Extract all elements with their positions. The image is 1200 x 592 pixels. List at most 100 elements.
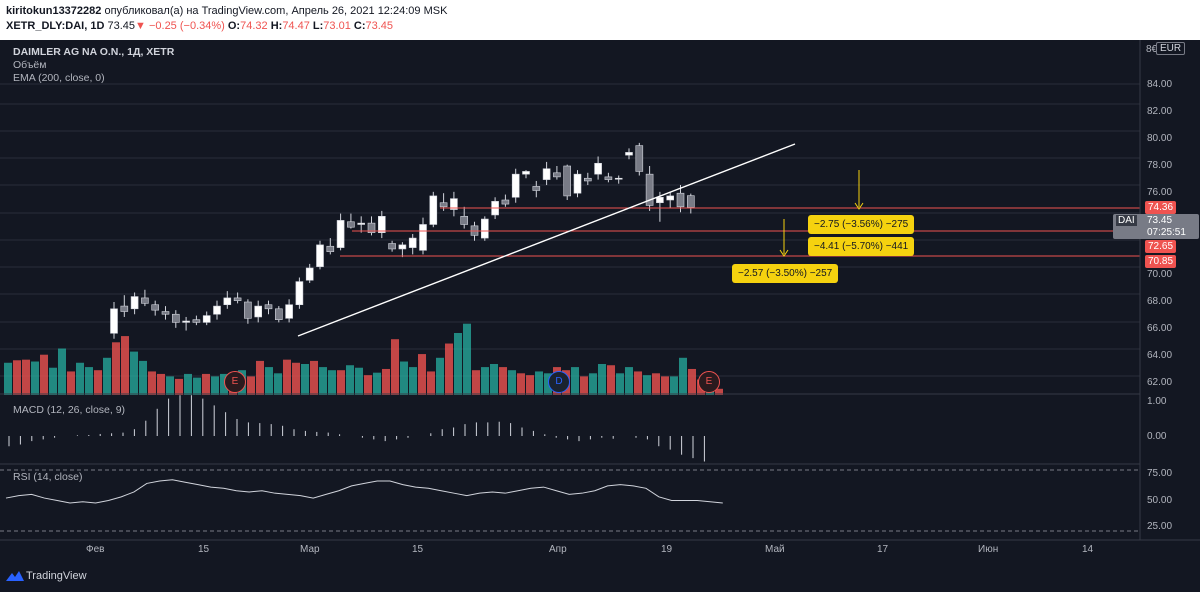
open-label: O:: [227, 20, 241, 32]
grid-lines: [0, 83, 1140, 377]
volume-bar: [283, 359, 291, 395]
volume-bar: [292, 362, 300, 395]
volume-bar: [157, 373, 165, 395]
volume-bar: [373, 372, 381, 395]
legend-ema[interactable]: EMA (200, close, 0): [13, 72, 105, 84]
time-tick: 15: [198, 544, 210, 555]
horizontal-lines: [340, 207, 1140, 257]
volume-bar: [400, 361, 408, 395]
price-tick: 82.00: [1147, 106, 1173, 117]
candle-body: [614, 177, 623, 180]
current-price-tag: DAI 73.45 07:25:51: [1113, 214, 1199, 239]
dividend-event-icon[interactable]: D: [548, 371, 570, 393]
volume-bar: [580, 376, 588, 395]
volume-bar: [355, 367, 363, 395]
price-tick: 84.00: [1147, 79, 1173, 90]
bar-countdown: 07:25:51: [1147, 227, 1186, 238]
volume-bar: [130, 351, 138, 395]
volume-bar: [94, 370, 102, 395]
candle-body: [367, 222, 376, 233]
volume-bar: [490, 364, 498, 395]
measure-label-2[interactable]: −4.41 (−5.70%) −441: [808, 237, 915, 256]
time-tick: Май: [765, 544, 785, 555]
candle-body: [388, 243, 396, 250]
candle-body: [553, 172, 561, 178]
candle-body: [666, 195, 675, 201]
symbol-interval: XETR_DLY:DAI, 1D: [6, 20, 105, 32]
candle-body: [326, 245, 335, 252]
price-tick: 76.00: [1147, 187, 1173, 198]
currency-button[interactable]: EUR: [1156, 42, 1186, 55]
volume-bar: [67, 371, 75, 395]
legend-title[interactable]: DAIMLER AG NA O.N., 1Д, XETR: [13, 46, 175, 58]
candle-body: [285, 304, 293, 319]
time-tick: Апр: [549, 544, 567, 555]
high-value: 74.47: [282, 20, 310, 32]
volume-bar: [346, 365, 354, 395]
volume-bar: [634, 371, 642, 395]
measure-label-1[interactable]: −2.75 (−3.56%) −275: [808, 215, 915, 234]
price-tick: 68.00: [1147, 296, 1173, 307]
candle-body: [522, 171, 530, 175]
candle-body: [295, 281, 304, 306]
candle-body: [480, 218, 489, 239]
volume-bar: [211, 376, 219, 395]
volume-bar: [265, 367, 273, 395]
volume-bar: [436, 357, 444, 395]
candle-body: [583, 177, 592, 182]
time-tick: Фев: [86, 544, 105, 555]
candle-body: [563, 165, 572, 197]
candle-body: [408, 237, 417, 248]
tradingview-logo-icon: [6, 571, 24, 581]
candle-body: [450, 198, 458, 210]
candle-body: [274, 308, 283, 320]
candle-body: [161, 311, 170, 315]
time-tick: 19: [661, 544, 673, 555]
measure-label-3[interactable]: −2.57 (−3.50%) −257: [732, 264, 839, 283]
candle-body: [223, 297, 232, 306]
volume-bar: [31, 361, 39, 395]
volume-bar: [319, 367, 327, 395]
time-tick: 15: [412, 544, 424, 555]
candle-body: [182, 320, 190, 323]
candle-body: [656, 196, 664, 204]
volume-bar: [310, 360, 318, 395]
brand-name[interactable]: TradingView: [26, 570, 87, 582]
volume-bar: [526, 375, 534, 395]
volume-bar: [256, 360, 264, 395]
volume-bar: [139, 360, 147, 395]
legend-rsi[interactable]: RSI (14, close): [13, 471, 83, 483]
author-name[interactable]: kiritokun13372282: [6, 5, 102, 17]
candle-body: [429, 195, 438, 225]
volume-bar: [148, 371, 156, 395]
volume-bar: [418, 354, 426, 395]
earnings-event-icon[interactable]: E: [698, 371, 720, 393]
candle-body: [202, 315, 211, 323]
low-value: 73.01: [323, 20, 351, 32]
candle-body: [316, 244, 324, 267]
legend-volume[interactable]: Объём: [13, 59, 47, 71]
volume-bar: [40, 354, 48, 395]
chart-canvas[interactable]: [0, 40, 1200, 562]
time-tick: 14: [1082, 544, 1094, 555]
candle-body: [419, 224, 427, 251]
volume-bar: [202, 373, 210, 395]
down-arrow-icon: ▼: [135, 20, 146, 32]
candle-body: [141, 297, 149, 304]
rsi-tick: 25.00: [1147, 521, 1173, 532]
volume-bar: [571, 367, 579, 395]
candle-body: [686, 195, 695, 208]
volume-bar: [85, 367, 93, 395]
volume-bar: [247, 376, 255, 395]
footer: TradingView: [0, 562, 1200, 592]
chart-area[interactable]: DAIMLER AG NA O.N., 1Д, XETR Объём EMA (…: [0, 40, 1200, 562]
candle-body: [151, 304, 159, 311]
legend-macd[interactable]: MACD (12, 26, close, 9): [13, 404, 126, 416]
earnings-event-icon[interactable]: E: [224, 371, 246, 393]
candle-body: [233, 297, 242, 301]
current-symbol: DAI: [1116, 215, 1137, 226]
candle-body: [460, 216, 469, 225]
candle-body: [336, 220, 345, 248]
high-label: H:: [270, 20, 283, 32]
publish-line: kiritokun13372282 опубликовал(а) на Trad…: [6, 5, 447, 17]
